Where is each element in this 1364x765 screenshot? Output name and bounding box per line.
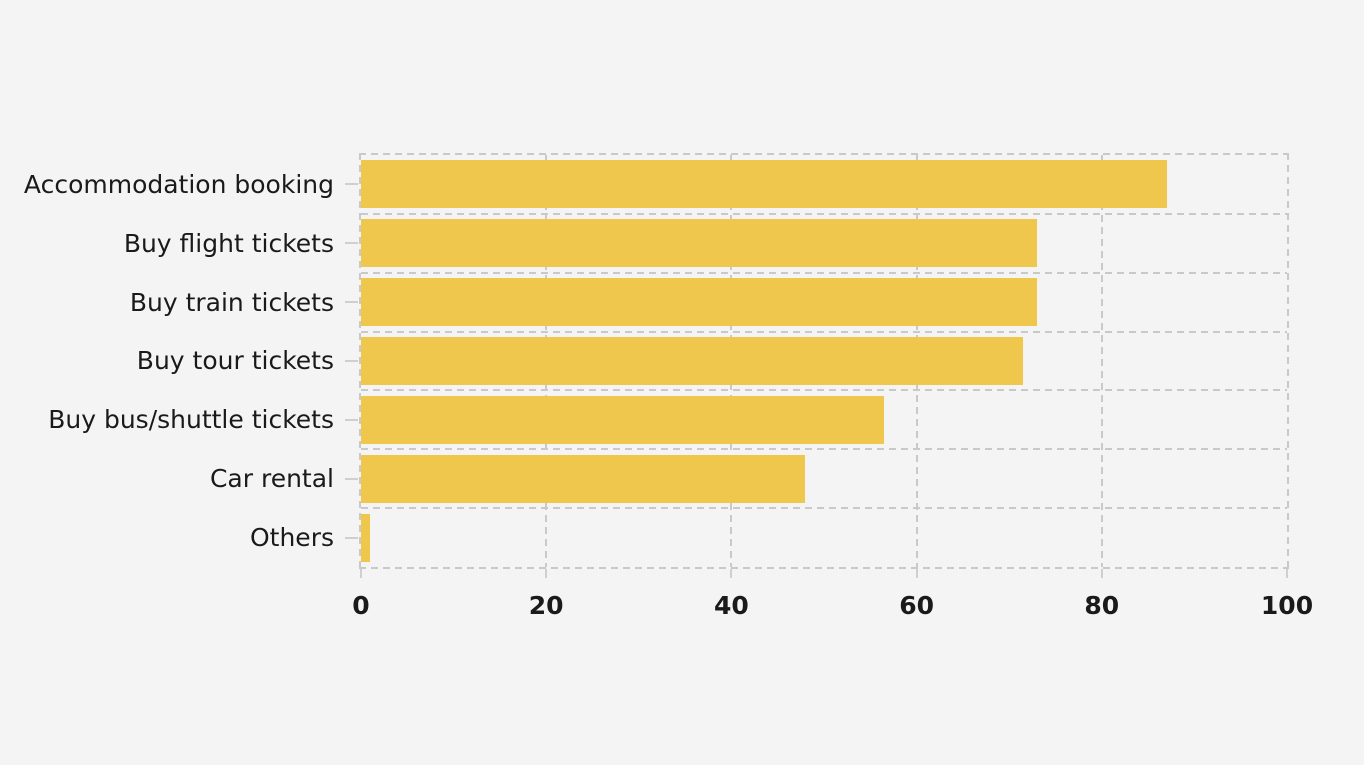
plot-border-bottom <box>359 567 1289 569</box>
y-tick-mark-3 <box>345 360 358 362</box>
y-tick-mark-4 <box>345 418 358 421</box>
bar-accommodation-booking <box>361 160 1167 209</box>
category-label: Others <box>249 523 334 553</box>
gridline-row-3 <box>361 330 1287 333</box>
x-tick-mark-100 <box>1286 569 1288 578</box>
category-label: Buy train tickets <box>129 287 334 317</box>
x-tick-mark-20 <box>545 569 548 578</box>
category-label: Car rental <box>209 464 334 494</box>
category-label: Accommodation booking <box>23 169 334 199</box>
y-tick-mark-5 <box>345 477 358 480</box>
category-label: Buy tour tickets <box>136 346 334 376</box>
gridline-row-2 <box>361 271 1287 274</box>
plot-border-right <box>1287 153 1289 569</box>
x-tick-mark-40 <box>730 569 733 578</box>
gridline-row-1 <box>361 212 1287 215</box>
gridline-row-4 <box>361 389 1287 392</box>
x-tick-label: 60 <box>899 591 934 620</box>
x-tick-label: 0 <box>352 591 370 620</box>
y-tick-mark-1 <box>345 242 358 245</box>
y-tick-mark-2 <box>345 301 358 304</box>
y-tick-mark-0 <box>345 183 358 186</box>
category-label: Buy flight tickets <box>123 228 334 258</box>
y-tick-mark-6 <box>345 536 358 539</box>
gridline-row-5 <box>361 448 1287 451</box>
gridline-x-80 <box>1100 155 1103 567</box>
x-tick-label: 20 <box>528 591 564 620</box>
plot-area <box>361 155 1287 567</box>
x-tick-label: 40 <box>713 591 749 620</box>
bar-buy-bus-shuttle-tickets <box>361 395 885 444</box>
bar-buy-tour-tickets <box>361 337 1024 385</box>
x-tick-label: 80 <box>1084 591 1120 620</box>
bar-buy-train-tickets <box>361 278 1037 327</box>
x-tick-mark-80 <box>1100 569 1103 578</box>
bar-car-rental <box>361 454 806 503</box>
bar-others <box>361 513 371 562</box>
bar-buy-flight-tickets <box>361 219 1037 268</box>
category-label: Buy bus/shuttle tickets <box>48 405 334 435</box>
x-tick-mark-0 <box>360 569 362 578</box>
x-tick-label: 100 <box>1260 591 1314 620</box>
x-tick-mark-60 <box>915 569 918 578</box>
gridline-row-6 <box>361 507 1287 510</box>
